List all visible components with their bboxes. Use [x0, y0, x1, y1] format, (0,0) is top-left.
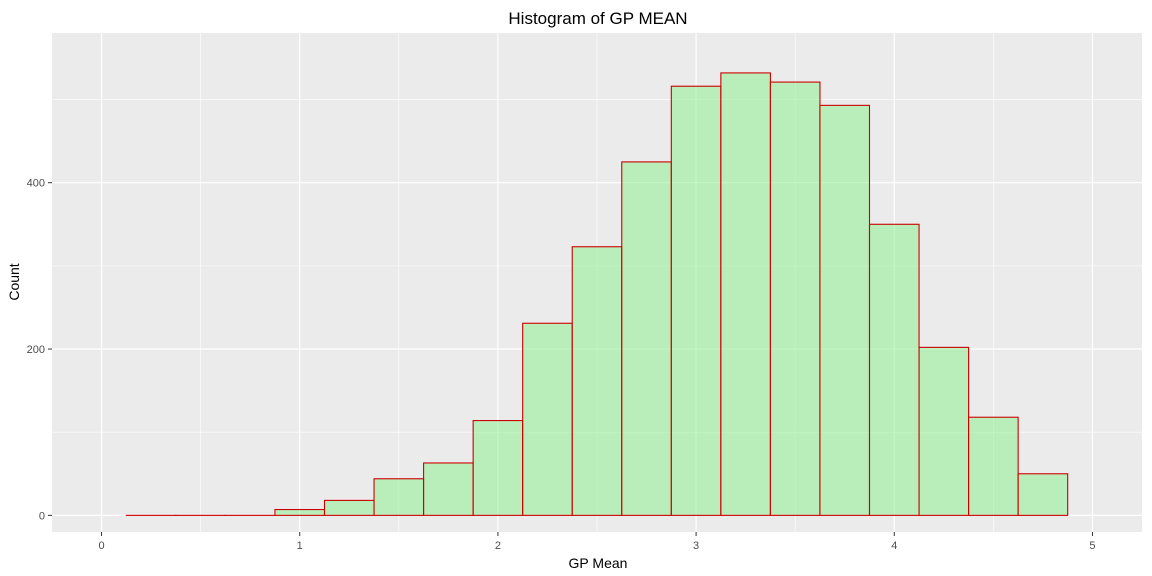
x-tick-label: 0 — [98, 540, 104, 552]
x-tick-label: 2 — [495, 540, 501, 552]
x-tick-label: 3 — [693, 540, 699, 552]
histogram-bar — [819, 104, 871, 516]
y-axis-title: Count — [6, 263, 22, 300]
histogram-bar — [373, 478, 425, 516]
histogram-bar — [323, 499, 375, 516]
y-tick-label: 200 — [27, 344, 45, 356]
histogram-bars — [125, 72, 1069, 516]
x-tick-label: 5 — [1089, 540, 1095, 552]
histogram-bar — [720, 72, 771, 516]
histogram-bar — [670, 85, 722, 516]
histogram-bar — [472, 420, 524, 516]
histogram-bar — [918, 346, 970, 516]
y-axis-ticks: 0 200 400 — [27, 178, 52, 522]
x-tick-label: 4 — [891, 540, 897, 552]
x-tick-label: 1 — [297, 540, 303, 552]
histogram-bar — [274, 508, 326, 516]
histogram-bar — [571, 246, 623, 516]
histogram-bar — [968, 416, 1019, 516]
x-axis-ticks: 0 1 2 3 4 5 — [98, 532, 1096, 552]
histogram-bar — [621, 161, 672, 516]
x-axis-title: GP Mean — [569, 555, 628, 571]
histogram-bar — [423, 462, 474, 516]
histogram-bar — [868, 223, 920, 516]
histogram-bar — [522, 322, 573, 516]
chart-title: Histogram of GP MEAN — [508, 9, 687, 28]
y-tick-label: 0 — [39, 510, 45, 522]
histogram-bar — [1017, 473, 1069, 516]
histogram-bar — [769, 81, 821, 516]
y-tick-label: 400 — [27, 178, 45, 190]
